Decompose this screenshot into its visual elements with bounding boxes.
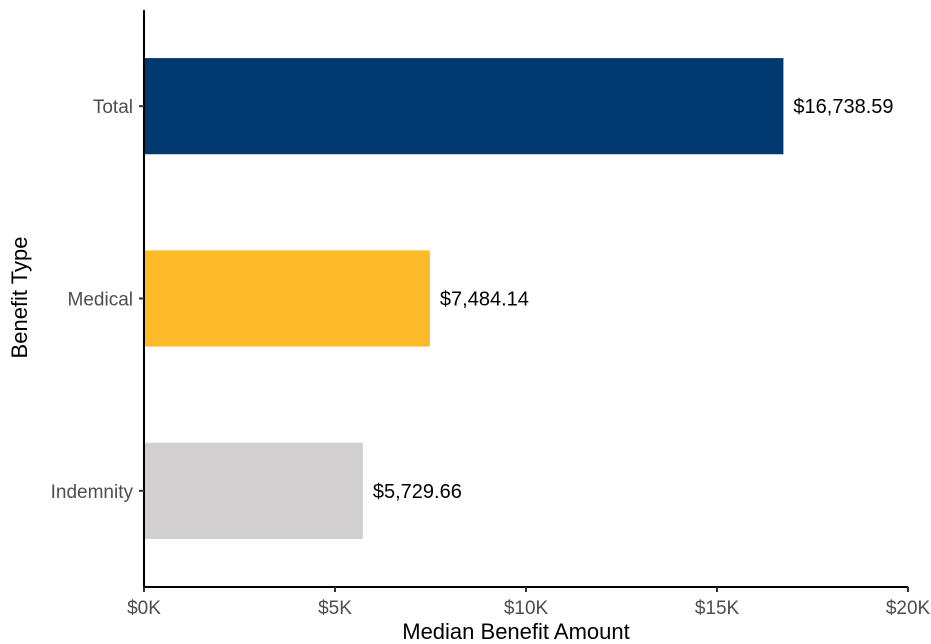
- bar-medical: [144, 250, 430, 347]
- bar-total: [144, 58, 784, 155]
- bars: [144, 58, 784, 539]
- x-axis-ticks: $0K $5K $10K $15K $20K: [127, 587, 931, 619]
- x-tick-label: $5K: [318, 598, 352, 619]
- y-axis-ticks: Total Medical Indemnity: [51, 97, 144, 503]
- y-axis-title: Benefit Type: [7, 237, 32, 359]
- x-tick-label: $0K: [127, 598, 161, 619]
- y-tick-label-total: Total: [93, 97, 133, 118]
- x-tick-label: $10K: [504, 598, 549, 619]
- y-tick-label-medical: Medical: [68, 290, 133, 311]
- y-tick-label-indemnity: Indemnity: [51, 482, 134, 503]
- x-tick-label: $15K: [695, 598, 740, 619]
- data-label-total: $16,738.59: [793, 96, 893, 118]
- x-tick-label: $20K: [886, 598, 931, 619]
- data-labels: $16,738.59 $7,484.14 $5,729.66: [373, 96, 894, 503]
- data-label-medical: $7,484.14: [440, 289, 529, 311]
- data-label-indemnity: $5,729.66: [373, 481, 462, 503]
- x-axis-title: Median Benefit Amount: [402, 619, 629, 644]
- bar-indemnity: [144, 442, 363, 539]
